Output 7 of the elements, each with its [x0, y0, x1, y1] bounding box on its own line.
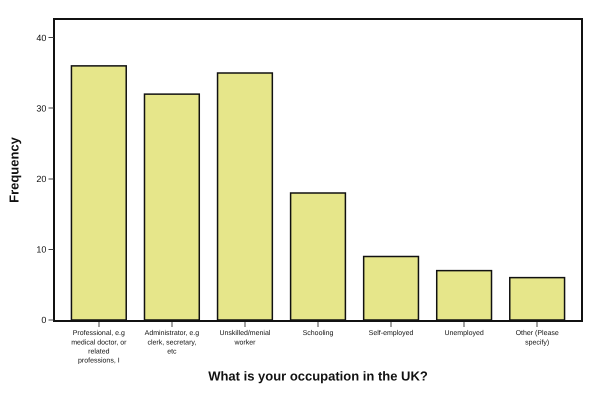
y-tick-label: 40	[36, 32, 46, 43]
y-axis-title: Frequency	[6, 136, 22, 203]
y-tick-label: 20	[36, 174, 46, 184]
y-tick-label: 10	[36, 244, 46, 255]
x-axis-title: What is your occupation in the UK?	[208, 368, 428, 384]
y-tick-label: 0	[41, 315, 46, 326]
y-tick-label: 30	[36, 103, 46, 114]
